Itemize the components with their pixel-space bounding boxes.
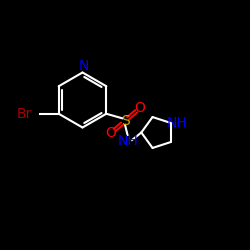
Text: O: O [134, 101, 145, 115]
Text: NH: NH [117, 134, 138, 148]
Text: S: S [121, 114, 130, 128]
Text: NH: NH [166, 116, 187, 130]
Text: O: O [105, 126, 116, 140]
Text: Br: Br [17, 107, 32, 121]
Text: N: N [78, 59, 89, 73]
